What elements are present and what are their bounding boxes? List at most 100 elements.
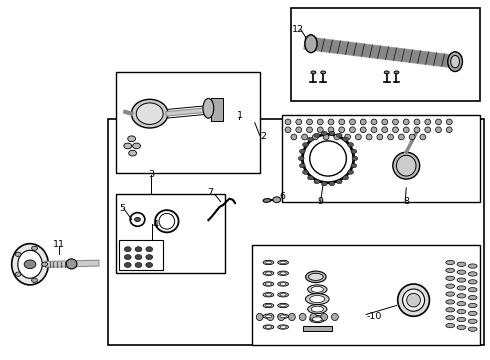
Ellipse shape: [203, 98, 214, 118]
Text: 3: 3: [148, 170, 154, 179]
Ellipse shape: [446, 284, 455, 288]
Bar: [211, 98, 223, 121]
Ellipse shape: [388, 134, 393, 140]
Ellipse shape: [457, 278, 466, 282]
Circle shape: [146, 247, 153, 252]
Ellipse shape: [457, 302, 466, 306]
Circle shape: [124, 247, 131, 252]
Ellipse shape: [323, 134, 329, 140]
Ellipse shape: [278, 303, 289, 308]
Ellipse shape: [451, 55, 460, 68]
Ellipse shape: [384, 71, 389, 74]
Bar: [282, 116, 480, 202]
Ellipse shape: [403, 289, 424, 311]
Ellipse shape: [302, 134, 308, 140]
Ellipse shape: [398, 134, 404, 140]
Bar: [116, 194, 225, 273]
Ellipse shape: [265, 283, 271, 285]
Ellipse shape: [446, 323, 455, 328]
Bar: [116, 72, 260, 173]
Ellipse shape: [306, 271, 326, 283]
Ellipse shape: [280, 304, 286, 307]
Ellipse shape: [311, 306, 323, 312]
Circle shape: [308, 137, 314, 141]
Circle shape: [351, 149, 357, 153]
Ellipse shape: [468, 311, 477, 316]
Circle shape: [135, 255, 142, 260]
Circle shape: [15, 252, 21, 257]
Ellipse shape: [267, 314, 274, 320]
Ellipse shape: [307, 119, 313, 125]
Circle shape: [133, 143, 141, 149]
Ellipse shape: [377, 134, 383, 140]
Ellipse shape: [256, 314, 263, 320]
Ellipse shape: [468, 296, 477, 300]
Ellipse shape: [407, 293, 420, 307]
Ellipse shape: [468, 288, 477, 292]
Circle shape: [336, 180, 342, 184]
Text: 7: 7: [207, 188, 213, 197]
Ellipse shape: [278, 293, 289, 297]
Text: 6: 6: [279, 192, 285, 201]
Ellipse shape: [468, 303, 477, 308]
Circle shape: [135, 247, 142, 252]
Ellipse shape: [296, 119, 302, 125]
Text: 12: 12: [293, 25, 304, 34]
Circle shape: [128, 136, 136, 141]
Circle shape: [314, 133, 320, 138]
Ellipse shape: [468, 272, 477, 276]
Circle shape: [32, 246, 37, 251]
Circle shape: [321, 131, 327, 135]
Bar: [252, 244, 480, 345]
Ellipse shape: [265, 304, 271, 307]
Ellipse shape: [305, 293, 329, 305]
Bar: [108, 119, 485, 345]
Ellipse shape: [334, 134, 340, 140]
Circle shape: [321, 181, 327, 186]
Circle shape: [124, 143, 132, 149]
Ellipse shape: [360, 127, 366, 133]
Bar: [292, 8, 480, 101]
Ellipse shape: [394, 71, 399, 74]
Ellipse shape: [280, 283, 286, 285]
Ellipse shape: [331, 314, 338, 320]
Ellipse shape: [409, 134, 415, 140]
Ellipse shape: [382, 127, 388, 133]
Circle shape: [352, 156, 358, 161]
Ellipse shape: [403, 127, 409, 133]
Ellipse shape: [339, 127, 344, 133]
Ellipse shape: [289, 314, 295, 320]
Circle shape: [302, 170, 308, 174]
Ellipse shape: [414, 127, 420, 133]
Ellipse shape: [468, 319, 477, 323]
Ellipse shape: [446, 127, 452, 133]
Text: 2: 2: [261, 132, 267, 141]
Ellipse shape: [446, 300, 455, 304]
Ellipse shape: [321, 71, 326, 74]
Ellipse shape: [313, 134, 318, 140]
Ellipse shape: [310, 314, 317, 320]
Circle shape: [124, 262, 131, 267]
Circle shape: [299, 149, 305, 153]
Circle shape: [129, 150, 137, 156]
Ellipse shape: [392, 127, 398, 133]
Ellipse shape: [446, 316, 455, 320]
Ellipse shape: [425, 127, 431, 133]
Circle shape: [299, 163, 305, 168]
Ellipse shape: [392, 119, 398, 125]
Ellipse shape: [278, 271, 289, 275]
Ellipse shape: [457, 262, 466, 266]
Ellipse shape: [396, 155, 416, 176]
Ellipse shape: [263, 293, 274, 297]
Ellipse shape: [12, 244, 49, 285]
Circle shape: [329, 181, 335, 186]
Circle shape: [42, 262, 48, 266]
Ellipse shape: [280, 272, 286, 274]
Ellipse shape: [318, 127, 323, 133]
Circle shape: [314, 180, 320, 184]
Ellipse shape: [278, 314, 285, 320]
Circle shape: [135, 217, 141, 222]
Ellipse shape: [420, 134, 426, 140]
Ellipse shape: [263, 314, 274, 319]
Text: 5: 5: [119, 204, 125, 213]
